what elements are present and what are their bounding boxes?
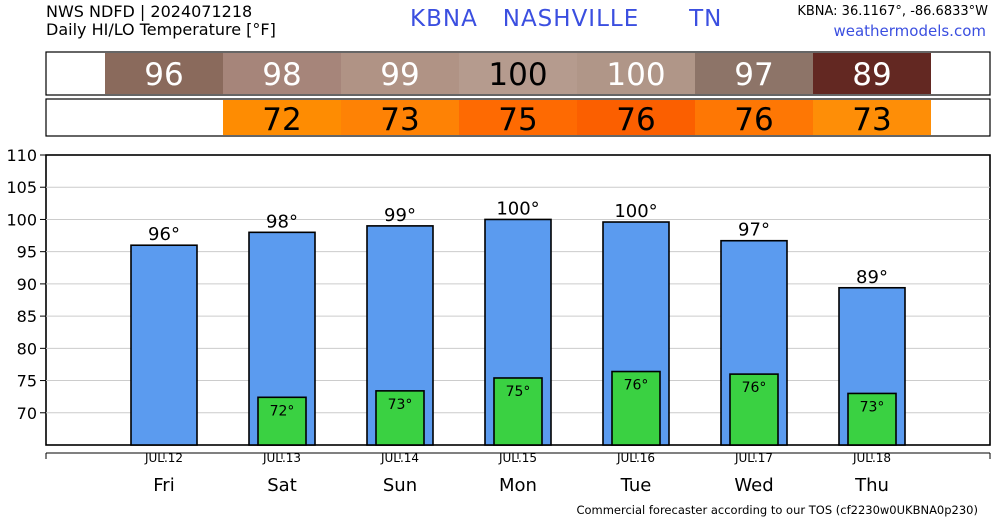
- high-table-cell: [813, 53, 931, 94]
- y-tick-label: 100: [6, 210, 37, 229]
- date-label: JUL.17: [734, 451, 773, 465]
- low-bar: [729, 373, 779, 446]
- y-tick-label: 90: [17, 275, 37, 294]
- date-label: JUL.16: [616, 451, 655, 465]
- site-link[interactable]: weathermodels.com: [833, 22, 986, 40]
- date-label: JUL.18: [852, 451, 891, 465]
- day-label: Mon: [499, 475, 537, 496]
- model-run-label: NWS NDFD | 2024071218: [46, 2, 253, 21]
- high-table-cell: [459, 53, 577, 94]
- low-table-value: 76: [734, 102, 773, 138]
- day-label: Thu: [854, 475, 889, 496]
- high-bar: [130, 244, 198, 446]
- low-bar: [257, 396, 307, 446]
- date-label: JUL.14: [380, 451, 419, 465]
- high-bar-label: 96°: [148, 224, 180, 245]
- high-bar-label: 99°: [384, 205, 416, 226]
- low-table-value: 75: [498, 102, 537, 138]
- high-table-value: 100: [488, 57, 547, 93]
- product-label: Daily HI/LO Temperature [°F]: [46, 20, 276, 39]
- y-tick-label: 110: [6, 146, 37, 165]
- high-table-value: 100: [606, 57, 665, 93]
- y-tick-label: 85: [17, 307, 37, 326]
- low-table-cell: [813, 100, 931, 135]
- low-bar-label: 75°: [506, 384, 531, 400]
- day-label: Sat: [267, 475, 297, 496]
- high-table-value: 99: [380, 57, 419, 93]
- low-bar-label: 76°: [624, 378, 649, 394]
- high-bar-label: 100°: [496, 198, 539, 219]
- high-bar-label: 89°: [856, 267, 888, 288]
- station-coordinates: KBNA: 36.1167°, -86.6833°W: [797, 4, 988, 19]
- day-label: Fri: [153, 475, 174, 496]
- high-table-cell: [105, 53, 223, 94]
- low-table-value: 73: [380, 102, 419, 138]
- low-table-cell: [223, 100, 341, 135]
- y-tick-label: 75: [17, 372, 37, 391]
- low-table-cell: [341, 100, 459, 135]
- y-tick-label: 70: [17, 404, 37, 423]
- low-bar: [611, 370, 661, 446]
- y-tick-label: 95: [17, 243, 37, 262]
- high-bar-label: 97°: [738, 220, 770, 241]
- high-table-value: 98: [262, 57, 301, 93]
- high-table-cell: [341, 53, 459, 94]
- date-label: JUL.12: [144, 451, 183, 465]
- low-table-value: 72: [262, 102, 301, 138]
- high-table-cell: [577, 53, 695, 94]
- low-table-cell: [577, 100, 695, 135]
- footer-disclaimer: Commercial forecaster according to our T…: [576, 503, 978, 517]
- low-table-cell: [459, 100, 577, 135]
- high-table-cell: [223, 53, 341, 94]
- low-bar-label: 76°: [742, 380, 767, 396]
- day-label: Wed: [734, 475, 773, 496]
- date-label: JUL.15: [498, 451, 537, 465]
- high-table-value: 97: [734, 57, 773, 93]
- low-table-cell: [695, 100, 813, 135]
- high-table-value: 89: [852, 57, 891, 93]
- low-bar-label: 72°: [270, 403, 295, 419]
- day-label: Tue: [620, 475, 652, 496]
- day-label: Sun: [383, 475, 417, 496]
- low-bar: [847, 392, 897, 446]
- y-tick-label: 105: [6, 178, 37, 197]
- high-table-cell: [695, 53, 813, 94]
- low-bar: [375, 390, 425, 446]
- y-tick-label: 80: [17, 339, 37, 358]
- high-bar-label: 100°: [614, 201, 657, 222]
- low-bar-label: 73°: [860, 399, 885, 415]
- high-bar-label: 98°: [266, 211, 298, 232]
- low-table-value: 73: [852, 102, 891, 138]
- low-bar: [493, 377, 543, 446]
- high-table-value: 96: [144, 57, 183, 93]
- station-title: KBNA NASHVILLE TN: [410, 6, 723, 32]
- low-bar-label: 73°: [388, 397, 413, 413]
- date-label: JUL.13: [262, 451, 301, 465]
- low-table-value: 76: [616, 102, 655, 138]
